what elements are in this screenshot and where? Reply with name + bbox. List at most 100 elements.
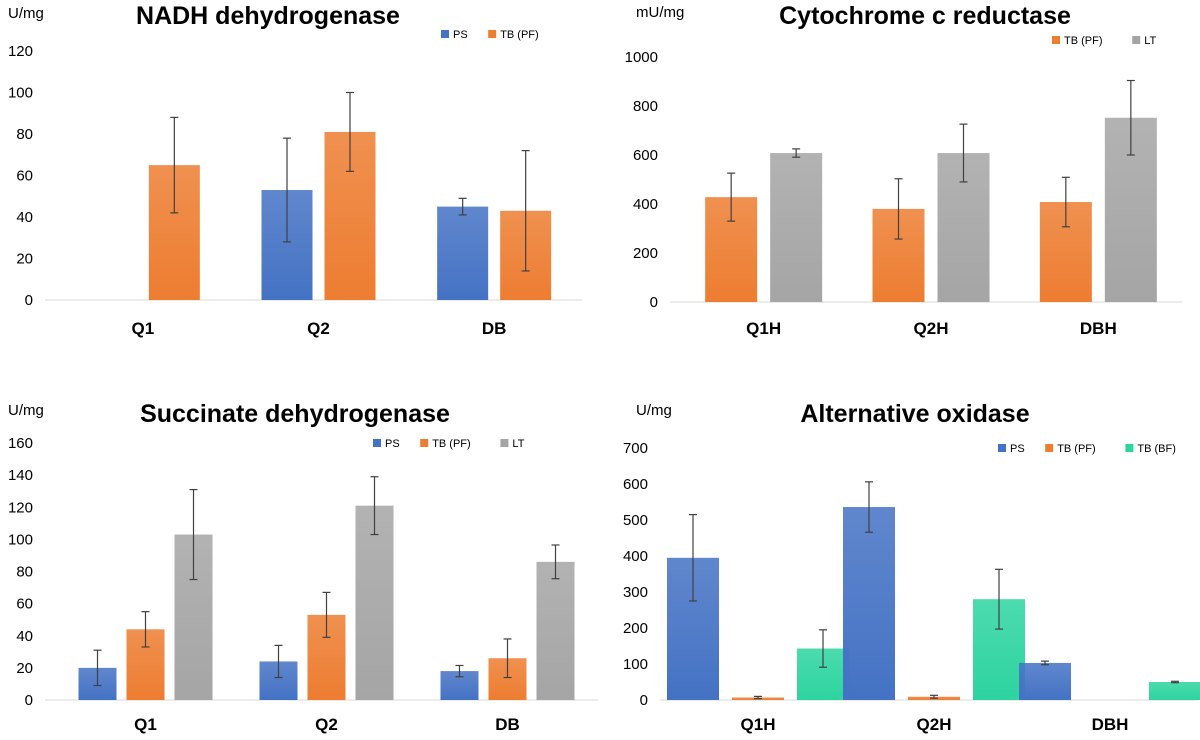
c0-legend-label-tb-pf: TB (PF): [500, 29, 539, 41]
c3-error-bar-tb-bf-q1h: [819, 629, 827, 668]
c1-y-unit-label: mU/mg: [636, 4, 684, 21]
c0-legend-swatch-ps: [441, 30, 449, 38]
c2-bar-lt-q2: [355, 505, 394, 700]
c2-y-unit-label: U/mg: [8, 402, 44, 419]
c1-y-tick-label: 800: [633, 98, 658, 115]
c0-category-label-q1: Q1: [131, 319, 154, 338]
c3-y-tick-label: 400: [623, 548, 648, 565]
chart-alternative-oxidase-svg: Alternative oxidase U/mg 0 100 200 300 400 500 6…: [623, 400, 1200, 734]
chart-succinate-svg: Succinate dehydrogenase U/mg 0 20 40 60 80 100 1…: [8, 400, 598, 734]
c2-legend-swatch-tb-pf: [420, 439, 429, 447]
c2-legend-label-lt: LT: [512, 438, 524, 450]
c2-legend-label-tb-pf: TB (PF): [432, 438, 471, 450]
c2-legend-swatch-ps: [373, 439, 381, 447]
c2-error-bar-lt-q1: [189, 488, 198, 581]
c1-legend-swatch-lt: [1132, 36, 1141, 44]
c2-title: Succinate dehydrogenase: [140, 400, 450, 428]
c2-category-label-q1: Q1: [134, 715, 157, 734]
c3-title: Alternative oxidase: [800, 400, 1029, 428]
c2-error-bar-ps-db: [455, 664, 464, 678]
c2-y-tick-label: 0: [25, 692, 33, 709]
c3-legend-swatch-tb-bf: [1125, 444, 1134, 452]
c3-y-tick-label: 100: [623, 656, 648, 673]
c3-y-tick-label: 500: [623, 512, 648, 529]
c1-title: Cytochrome c reductase: [779, 2, 1071, 30]
c3-y-unit-label: U/mg: [636, 402, 672, 419]
c2-error-bar-tb-pf-db: [503, 638, 512, 679]
c3-legend-label-tb-bf: TB (BF): [1137, 443, 1176, 455]
c0-y-tick-label: 0: [25, 292, 33, 309]
c3-legend-label-ps: PS: [1010, 443, 1025, 455]
c3-bar-tb-bf-dbh: [1149, 682, 1200, 700]
c3-error-bar-ps-dbh: [1041, 660, 1049, 666]
c3-legend-swatch-tb-pf: [1045, 444, 1054, 452]
c0-category-label-db: DB: [482, 319, 507, 338]
c0-y-tick-label: 120: [8, 43, 33, 60]
c0-error-bar-tb-pf-db: [521, 150, 530, 272]
c0-legend-swatch-tb-pf: [488, 30, 497, 38]
c1-y-tick-label: 600: [633, 147, 658, 164]
c0-y-unit-label: U/mg: [8, 5, 44, 22]
c1-category-label-q2h: Q2H: [914, 319, 949, 338]
c2-y-tick-label: 100: [8, 531, 33, 548]
chart-nadh-svg: NADH dehydrogenase U/mg 0 20 40 60 80 100 120 Q1 Q…: [8, 2, 582, 338]
c2-y-tick-label: 60: [16, 596, 33, 613]
c1-error-bar-tb-pf-q1h: [727, 172, 736, 222]
c2-error-bar-ps-q1: [93, 649, 102, 687]
c3-category-label-q1h: Q1H: [741, 715, 776, 734]
c1-error-bar-lt-q1h: [792, 148, 801, 158]
c0-y-tick-label: 20: [16, 251, 33, 268]
c3-legend-label-tb-pf: TB (PF): [1057, 443, 1096, 455]
c1-legend-swatch-tb-pf: [1052, 36, 1060, 44]
c2-legend-label-ps: PS: [385, 438, 400, 450]
c0-y-tick-label: 100: [8, 85, 33, 102]
c3-error-bar-tb-bf-q2h: [995, 568, 1003, 630]
c3-error-bar-tb-pf-q1h: [754, 695, 762, 700]
c2-bar-lt-db: [536, 561, 575, 700]
c3-y-tick-label: 0: [640, 692, 648, 709]
c3-bar-ps-dbh: [1019, 662, 1071, 700]
c1-category-label-dbh: DBH: [1080, 319, 1117, 338]
chart-cytochrome-svg: Cytochrome c reductase mU/mg 0 200 400 600 800…: [625, 2, 1182, 338]
c1-y-tick-label: 400: [633, 196, 658, 213]
c0-legend-label-ps: PS: [453, 29, 468, 41]
c1-error-bar-tb-pf-q2h: [894, 178, 903, 240]
c3-y-tick-label: 600: [623, 476, 648, 493]
c2-y-tick-label: 80: [16, 564, 33, 581]
c2-y-tick-label: 40: [16, 628, 33, 645]
c2-error-bar-tb-pf-q1: [141, 611, 150, 648]
c3-y-tick-label: 200: [623, 620, 648, 637]
c1-y-tick-label: 200: [633, 245, 658, 262]
c2-category-label-q2: Q2: [315, 715, 338, 734]
c0-error-bar-ps-db: [458, 197, 467, 216]
c0-bar-ps-db: [437, 206, 489, 300]
c3-y-tick-label: 700: [623, 440, 648, 457]
chart-nadh-dehydrogenase: NADH dehydrogenase U/mg 0 20 40 60 80 100 120 Q1 Q…: [0, 0, 600, 365]
c0-title: NADH dehydrogenase: [136, 2, 400, 30]
c3-legend-swatch-ps: [998, 444, 1006, 452]
c1-error-bar-tb-pf-dbh: [1061, 176, 1070, 228]
chart-cytochrome-c-reductase: Cytochrome c reductase mU/mg 0 200 400 600 800…: [600, 0, 1200, 365]
c2-y-tick-label: 140: [8, 467, 33, 484]
c2-error-bar-tb-pf-q2: [322, 591, 331, 638]
chart-succinate-dehydrogenase: Succinate dehydrogenase U/mg 0 20 40 60 80 100 1…: [0, 375, 600, 740]
c0-y-tick-label: 80: [16, 126, 33, 143]
c2-y-tick-label: 120: [8, 499, 33, 516]
c3-category-label-dbh: DBH: [1092, 715, 1129, 734]
c0-error-bar-tb-pf-q1: [170, 116, 179, 214]
c1-legend-label-tb-pf: TB (PF): [1064, 35, 1103, 47]
c0-y-tick-label: 60: [16, 168, 33, 185]
c3-error-bar-tb-bf-dbh: [1171, 680, 1179, 684]
c2-y-tick-label: 20: [16, 660, 33, 677]
c1-bar-lt-q1h: [770, 153, 823, 302]
c2-legend-swatch-lt: [500, 439, 509, 447]
c0-error-bar-tb-pf-q2: [346, 91, 354, 172]
c3-error-bar-ps-q2h: [865, 481, 873, 533]
c2-category-label-db: DB: [495, 715, 520, 734]
c1-y-tick-label: 1000: [625, 49, 658, 66]
c2-error-bar-lt-q2: [370, 476, 379, 536]
c0-error-bar-ps-q2: [283, 137, 291, 243]
c3-error-bar-tb-pf-q2h: [930, 694, 938, 699]
c0-y-tick-label: 40: [16, 209, 33, 226]
c1-error-bar-lt-q2h: [959, 123, 968, 183]
